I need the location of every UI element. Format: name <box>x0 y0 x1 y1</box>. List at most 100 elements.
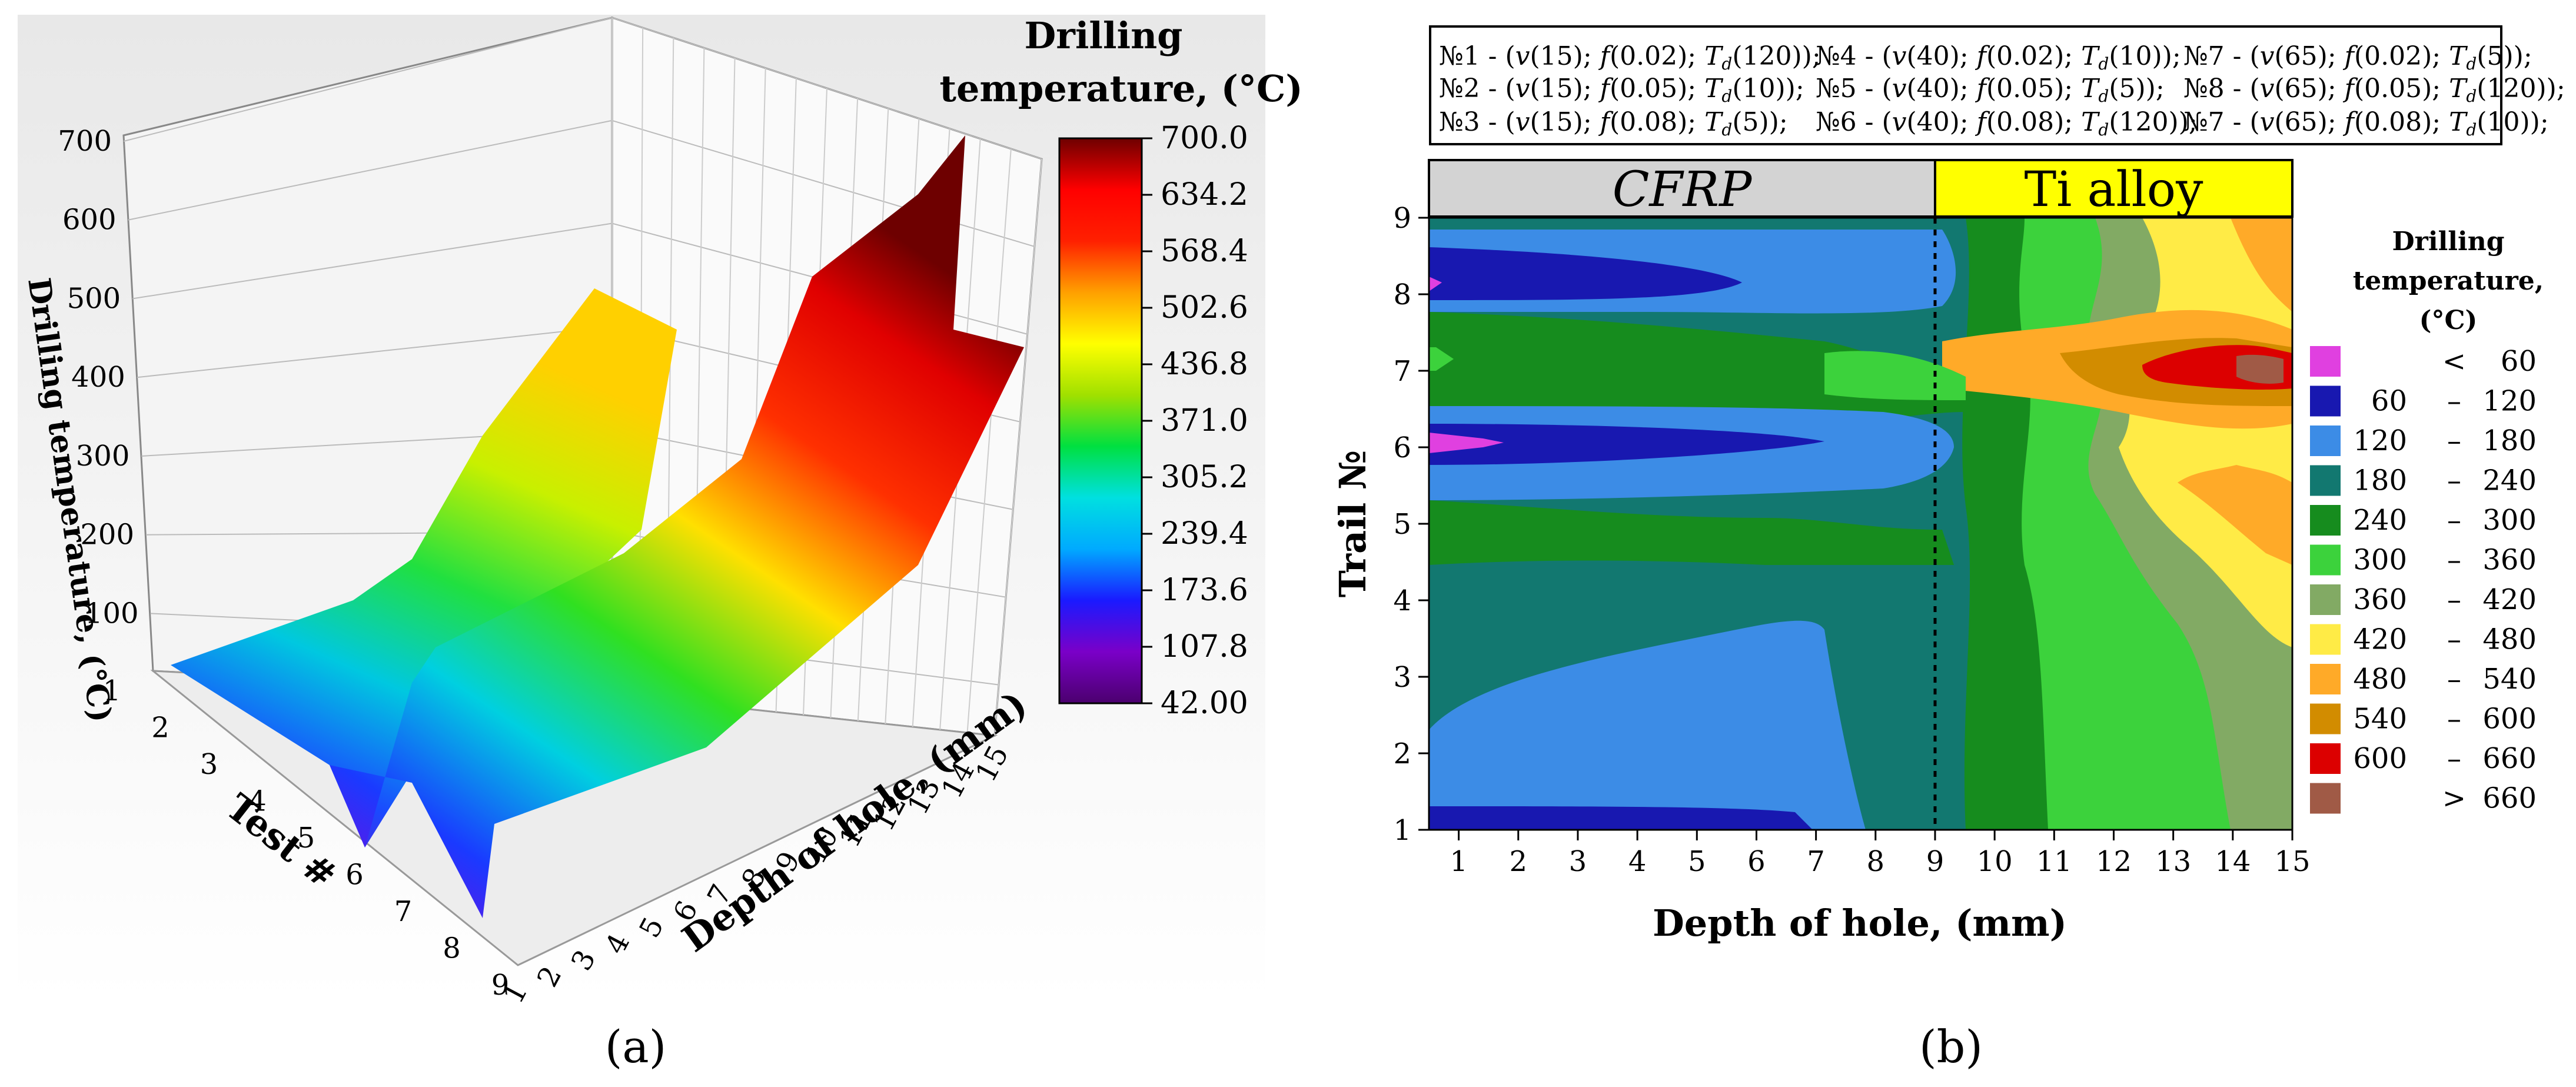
z-grid-line <box>128 119 613 221</box>
level-from: 240 <box>2353 504 2407 537</box>
x-tick-label: 7 <box>394 895 413 928</box>
contour-x-tick-label: 5 <box>1688 845 1706 878</box>
level-from: 60 <box>2371 385 2407 418</box>
contour-x-tick-label: 7 <box>1807 845 1825 878</box>
trial-legend-entry: №6 - (v(40); f(0.08); Td(120)); <box>1816 107 2198 139</box>
level-swatch <box>2310 505 2341 536</box>
contour-y-tick-label: 7 <box>1393 355 1411 388</box>
contour-y-axis-title: Trail № <box>1331 450 1374 598</box>
panel-b-label: (b) <box>1919 1020 1983 1073</box>
x-tick-label: 5 <box>297 822 315 855</box>
level-swatch <box>2310 584 2341 615</box>
colorbar-tick-label: 436.8 <box>1161 347 1248 382</box>
level-swatch <box>2310 544 2341 576</box>
surface-sheet-rear <box>171 288 677 847</box>
level-separator: – <box>2447 742 2461 775</box>
levels-legend-title-line2: temperature, <box>2353 266 2544 296</box>
contour-60-120-trial6 <box>1429 424 1824 465</box>
x-tick-label: 2 <box>151 712 169 744</box>
trial-legend-entry: №4 - (v(40); f(0.02); Td(10)); <box>1816 41 2181 74</box>
level-separator: – <box>2447 583 2461 616</box>
level-separator: – <box>2447 703 2461 736</box>
contour-y-tick-label: 1 <box>1393 814 1411 847</box>
x-tick-label: 3 <box>200 748 218 781</box>
levels-legend-title-line3: (°C) <box>2419 305 2478 335</box>
colorbar-tick-label: 107.8 <box>1161 629 1248 664</box>
z-tick-label: 200 <box>80 518 134 551</box>
trials-legend: №1 - (v(15); f(0.02); Td(120));№4 - (v(4… <box>1439 41 2565 139</box>
levels-legend-title-line1: Drilling <box>2392 227 2505 257</box>
contour-x-tick-label: 13 <box>2155 845 2191 878</box>
level-to: 60 <box>2501 345 2537 378</box>
z-tick-label: 100 <box>85 597 139 630</box>
level-to: 600 <box>2482 703 2537 736</box>
level-swatch <box>2310 465 2341 496</box>
x-tick-label: 8 <box>443 932 461 965</box>
material-band <box>1933 159 2294 218</box>
level-swatch <box>2310 385 2341 417</box>
trial-legend-entry: №5 - (v(40); f(0.05); Td(5)); <box>1816 74 2165 106</box>
level-separator: – <box>2447 544 2461 577</box>
contour-x-tick-label: 15 <box>2274 845 2310 878</box>
x-tick-label: 6 <box>345 859 364 892</box>
colorbar-tick-label: 568.4 <box>1161 234 1248 269</box>
contour-y-tick-label: 2 <box>1393 737 1411 770</box>
z-grid-line <box>132 222 613 300</box>
level-from: 420 <box>2353 623 2407 656</box>
contour-300-360-left <box>1824 351 1966 400</box>
level-separator: – <box>2447 424 2461 457</box>
contour-y-tick-label: 5 <box>1393 508 1411 541</box>
level-to: 660 <box>2482 742 2537 775</box>
contour-x-axis-title: Depth of hole, (mm) <box>1653 902 2067 945</box>
contour-x-tick-label: 14 <box>2215 845 2251 878</box>
z-grid-line <box>123 17 613 142</box>
contour-480-540-lower <box>2178 465 2292 565</box>
level-from: 120 <box>2353 424 2407 457</box>
level-to: 360 <box>2482 544 2537 577</box>
level-swatch <box>2310 703 2341 734</box>
y-grid-line <box>994 158 1042 736</box>
contour-fill <box>1429 218 2292 830</box>
level-from: 600 <box>2353 742 2407 775</box>
colorbar <box>1058 137 1143 704</box>
contour-y-tick-label: 9 <box>1393 202 1411 235</box>
contour-y-tick-label: 8 <box>1393 278 1411 311</box>
contour-120-180-bottom <box>1429 620 1866 830</box>
contour-x-tick-label: 3 <box>1569 845 1587 878</box>
level-to: 300 <box>2482 504 2537 537</box>
level-to: 240 <box>2482 464 2537 497</box>
panel-a-3d-surface: 1002003004005006007001234567891234567891… <box>18 14 1303 1073</box>
contour-below-60-trial6 <box>1429 433 1504 453</box>
contour-below-60-top <box>1429 277 1442 291</box>
level-swatch <box>2310 346 2341 377</box>
trial-legend-entry: №3 - (v(15); f(0.08); Td(5)); <box>1439 107 1788 139</box>
material-band-label: Ti alloy <box>2024 162 2203 218</box>
trial-legend-entry: №8 - (v(65); f(0.05); Td(120)); <box>2183 74 2565 106</box>
level-separator: > <box>2442 782 2466 815</box>
level-to: 420 <box>2482 583 2537 616</box>
contour-x-tick-label: 6 <box>1747 845 1766 878</box>
contour-x-tick-label: 2 <box>1509 845 1527 878</box>
contour-y-tick-label: 3 <box>1393 661 1411 694</box>
panel-b-contour: №1 - (v(15); f(0.02); Td(120));№4 - (v(4… <box>1331 25 2565 1073</box>
z-tick-label: 400 <box>71 361 125 394</box>
contour-60-120-bottom <box>1429 806 1813 830</box>
trial-legend-entry: №7 - (v(65); f(0.02); Td(5)); <box>2183 41 2532 74</box>
contour-240-300-trial5 <box>1429 500 1954 565</box>
colorbar-title-line2: temperature, (°C) <box>939 67 1302 110</box>
level-to: 480 <box>2482 623 2537 656</box>
material-band-label: CFRP <box>1613 162 1753 218</box>
level-from: 300 <box>2353 544 2407 577</box>
colorbar-tick-label: 173.6 <box>1161 573 1248 608</box>
material-bands: CFRP Ti alloy <box>1428 159 2294 218</box>
x-tick-label: 9 <box>491 969 510 1002</box>
contour-x-tick-label: 4 <box>1628 845 1647 878</box>
colorbar-tick-label: 634.2 <box>1161 177 1248 212</box>
z-tick-label: 600 <box>62 204 117 237</box>
contour-480-540-top <box>2231 218 2292 312</box>
z-tick-label: 300 <box>76 440 130 473</box>
contour-x-tick-label: 11 <box>2036 845 2072 878</box>
trial-legend-entry: №2 - (v(15); f(0.05); Td(10)); <box>1439 74 1804 106</box>
contour-60-120-top <box>1429 247 1742 300</box>
